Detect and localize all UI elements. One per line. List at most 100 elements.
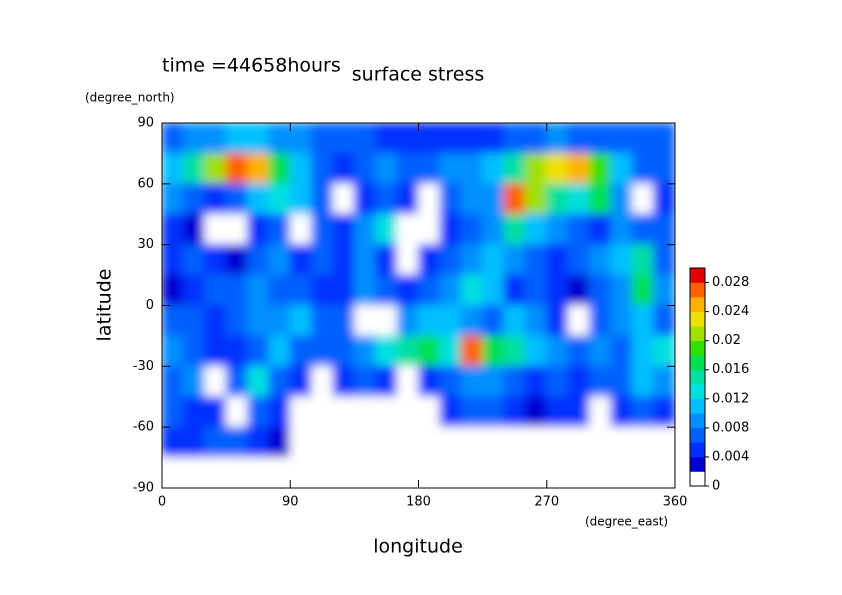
cell [353,152,377,185]
cell [162,335,184,367]
cell [503,396,526,428]
cell [589,123,612,154]
cell [162,213,184,246]
cell [546,213,569,246]
cell [353,123,377,154]
x-unit: (degree_east) [585,515,668,529]
cell [225,335,248,367]
cell [268,426,291,459]
x-tick-label: 270 [534,495,559,510]
cell [332,274,355,306]
cell [482,426,505,459]
cell [653,426,675,459]
cell [332,244,355,276]
cell [631,274,655,306]
cell [567,365,590,398]
cell [182,213,206,246]
y-tick-label: 30 [137,237,154,252]
cell [353,365,377,398]
cell [268,244,291,276]
cell [460,457,484,488]
cell [225,426,248,459]
cell [289,152,313,185]
colorbar-swatch [690,456,705,472]
cell [610,123,633,154]
cell [162,365,184,398]
chart-title: surface stress [352,64,485,86]
cell [524,183,548,215]
cell [589,426,612,459]
cell [418,305,441,337]
cell [162,183,184,215]
cell [289,335,313,367]
cell [311,457,334,488]
cell [546,152,569,185]
cell [589,213,612,246]
cell [503,183,526,215]
cell [396,365,419,398]
cell [610,213,633,246]
cell [524,335,548,367]
cell [503,274,526,306]
cell [567,274,590,306]
cell [204,396,227,428]
cell [225,123,248,154]
cell [610,152,633,185]
cell [204,123,227,154]
colorbar-frame [689,267,706,487]
cell [653,123,675,154]
cell [225,183,248,215]
cell [182,396,206,428]
colorbar-label: 0.024 [712,304,749,319]
cell [524,365,548,398]
colorbar-swatch [690,282,705,298]
cell [375,426,398,459]
cell [610,426,633,459]
cell [204,152,227,185]
x-tick-label: 90 [282,495,299,510]
cell [225,244,248,276]
cell [375,123,398,154]
cell [503,305,526,337]
colorbar-swatch [690,297,705,312]
cell [460,365,484,398]
cell [482,365,505,398]
cell [182,152,206,185]
cell [311,183,334,215]
cell [524,457,548,488]
cell [182,274,206,306]
cell [610,335,633,367]
cell [567,244,590,276]
cell [247,123,270,154]
cell [610,305,633,337]
cell [482,274,505,306]
cell [610,457,633,488]
cell [311,396,334,428]
cell [289,457,313,488]
cell [268,396,291,428]
cell [418,335,441,367]
cell [524,426,548,459]
cell [482,457,505,488]
cell [396,183,419,215]
cell [247,244,270,276]
cell [460,123,484,154]
cell [567,335,590,367]
cell [353,274,377,306]
cell [589,365,612,398]
cell [653,396,675,428]
cell [460,335,484,367]
cell [546,426,569,459]
cell [546,123,569,154]
cell [162,426,184,459]
cell [311,426,334,459]
cell [182,123,206,154]
cell [289,426,313,459]
cell [524,274,548,306]
cell [225,457,248,488]
cell [503,213,526,246]
cell [546,183,569,215]
cell [396,152,419,185]
cell [589,183,612,215]
cell [653,213,675,246]
